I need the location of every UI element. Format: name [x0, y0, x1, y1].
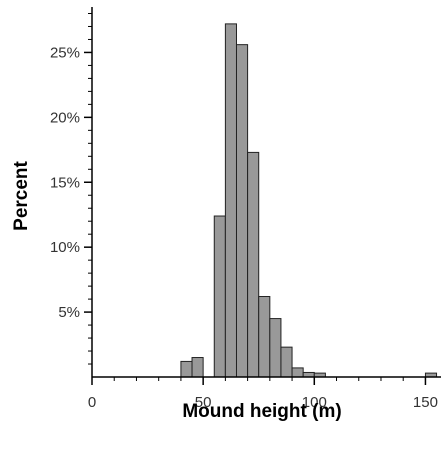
tick-labels: 0 50 100 150 5% 10% 15% 20% 25%	[50, 44, 438, 411]
histogram-bar	[224, 23, 237, 378]
histogram-bar	[280, 346, 293, 378]
y-tick-label: 10%	[50, 239, 80, 256]
y-tick-label: 5%	[58, 304, 80, 321]
histogram-bar	[258, 296, 271, 378]
y-axis-title: Percent	[11, 160, 32, 230]
y-tick-label: 15%	[50, 174, 80, 191]
histogram-bar	[213, 215, 226, 378]
x-tick-label: 0	[88, 394, 96, 411]
x-tick-label: 100	[302, 394, 327, 411]
y-tick-label: 20%	[50, 109, 80, 126]
histogram-bar	[269, 318, 282, 378]
x-tick-label: 50	[195, 394, 212, 411]
x-tick-label: 150	[413, 394, 438, 411]
histogram-bars	[180, 23, 438, 378]
chart-axes	[84, 7, 441, 385]
histogram-bar	[247, 151, 260, 378]
histogram-bar	[291, 367, 304, 378]
histogram-bar	[191, 357, 204, 378]
histogram-bar	[180, 360, 193, 378]
x-axis-title: Mound height (m)	[182, 401, 341, 422]
histogram-bar	[235, 44, 249, 378]
y-tick-label: 25%	[50, 44, 80, 61]
